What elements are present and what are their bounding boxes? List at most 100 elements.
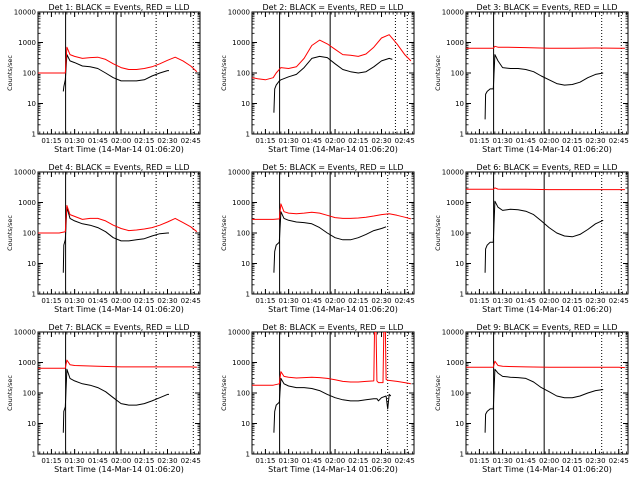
x-tick-label: 02:00: [325, 297, 345, 305]
y-tick-label: 10000: [442, 9, 464, 17]
x-axis-label: Start Time (14-Mar-14 01:06:20): [54, 145, 184, 154]
x-tick-label: 02:30: [157, 137, 177, 145]
x-tick-label: 02:00: [111, 137, 131, 145]
x-tick-label: 01:30: [493, 137, 513, 145]
y-tick-label: 10: [241, 100, 250, 108]
series-lld-line: [252, 34, 412, 81]
x-tick-label: 02:45: [395, 297, 415, 305]
panel-det-1: Det 1: BLACK = Events, RED = LLD 1 10 100 10…: [6, 3, 201, 154]
plot-frame: [465, 11, 629, 135]
y-axis-label: Counts/sec: [6, 55, 14, 91]
panel-title: Det 9: BLACK = Events, RED = LLD: [477, 323, 618, 332]
series-lld-line: [38, 359, 197, 369]
series-events-line: [484, 54, 604, 120]
y-axis-label: Counts/sec: [6, 375, 14, 411]
x-tick-label: 02:30: [371, 297, 391, 305]
y-axis-label: Counts/sec: [6, 215, 14, 251]
x-axis-label: Start Time (14-Mar-14 01:06:20): [482, 145, 612, 154]
panel-title: Det 8: BLACK = Events, RED = LLD: [263, 323, 404, 332]
panel-det-5: Det 5: BLACK = Events, RED = LLD 1 10 100 10…: [220, 163, 415, 314]
panel-det-8: Det 8: BLACK = Events, RED = LLD 1 10 100 10…: [220, 323, 415, 474]
x-tick-label: 02:00: [325, 137, 345, 145]
x-tick-label: 01:15: [255, 297, 275, 305]
series-lld-line: [466, 360, 625, 369]
x-tick-label: 01:45: [88, 297, 108, 305]
x-tick-label: 02:45: [181, 137, 201, 145]
panel-title: Det 1: BLACK = Events, RED = LLD: [49, 3, 190, 12]
x-tick-label: 02:30: [585, 297, 605, 305]
x-tick-label: 02:00: [539, 457, 559, 465]
x-tick-label: 01:15: [41, 457, 61, 465]
series-events-line: [273, 377, 392, 433]
x-tick-label: 01:45: [516, 297, 536, 305]
panel-det-2: Det 2: BLACK = Events, RED = LLD 1 10 100 10…: [220, 3, 415, 154]
x-tick-label: 01:30: [65, 137, 85, 145]
x-tick-label: 01:45: [516, 137, 536, 145]
y-tick-label: 10: [241, 260, 250, 268]
y-tick-label: 10000: [228, 9, 250, 17]
panel-title: Det 5: BLACK = Events, RED = LLD: [263, 163, 404, 172]
x-tick-label: 02:15: [134, 457, 154, 465]
y-axis-label: Counts/sec: [220, 215, 228, 251]
x-tick-label: 01:15: [255, 137, 275, 145]
series-events-line: [273, 211, 387, 273]
x-tick-label: 01:45: [302, 297, 322, 305]
panel-det-4: Det 4: BLACK = Events, RED = LLD 1 10 100 10…: [6, 163, 201, 314]
x-axis-label: Start Time (14-Mar-14 01:06:20): [268, 305, 398, 314]
y-tick-label: 100: [451, 230, 464, 238]
y-axis-label: Counts/sec: [434, 375, 442, 411]
x-tick-label: 01:45: [88, 457, 108, 465]
x-tick-label: 01:45: [302, 137, 322, 145]
y-tick-label: 1000: [232, 199, 250, 207]
y-axis-label: Counts/sec: [434, 215, 442, 251]
x-axis-label: Start Time (14-Mar-14 01:06:20): [54, 465, 184, 474]
y-tick-label: 1000: [18, 199, 36, 207]
y-tick-label: 1000: [446, 359, 464, 367]
y-tick-label: 100: [451, 390, 464, 398]
series-lld-line: [38, 46, 198, 74]
y-tick-label: 1: [246, 291, 250, 299]
x-tick-label: 02:00: [325, 457, 345, 465]
series-events-line: [484, 368, 604, 433]
x-tick-label: 01:15: [255, 457, 275, 465]
x-tick-label: 02:30: [585, 457, 605, 465]
x-tick-label: 02:45: [395, 137, 415, 145]
y-tick-label: 10000: [228, 169, 250, 177]
series-events-line: [273, 55, 393, 113]
x-tick-label: 02:15: [562, 137, 582, 145]
x-tick-label: 02:00: [539, 297, 559, 305]
x-tick-label: 02:45: [609, 297, 629, 305]
panel-title: Det 7: BLACK = Events, RED = LLD: [49, 323, 190, 332]
series-events-line: [484, 200, 604, 273]
x-tick-label: 02:00: [111, 297, 131, 305]
plot-frame: [37, 331, 201, 455]
y-tick-label: 1000: [18, 359, 36, 367]
y-axis-label: Counts/sec: [220, 55, 228, 91]
x-axis-label: Start Time (14-Mar-14 01:06:20): [482, 305, 612, 314]
y-tick-label: 1: [460, 451, 464, 459]
plot-frame: [37, 171, 201, 295]
x-tick-label: 02:45: [181, 457, 201, 465]
y-tick-label: 100: [237, 390, 250, 398]
y-tick-label: 10000: [442, 169, 464, 177]
x-axis-label: Start Time (14-Mar-14 01:06:20): [482, 465, 612, 474]
y-tick-label: 100: [23, 390, 36, 398]
panel-title: Det 6: BLACK = Events, RED = LLD: [477, 163, 618, 172]
y-tick-label: 10000: [14, 169, 36, 177]
x-tick-label: 01:15: [469, 457, 489, 465]
y-tick-label: 1: [32, 131, 36, 139]
x-tick-label: 01:15: [41, 137, 61, 145]
y-tick-label: 10000: [14, 9, 36, 17]
panel-title: Det 2: BLACK = Events, RED = LLD: [263, 3, 404, 12]
x-tick-label: 02:15: [562, 297, 582, 305]
y-tick-label: 10: [27, 420, 36, 428]
panel-det-6: Det 6: BLACK = Events, RED = LLD 1 10 100 10…: [434, 163, 629, 314]
y-tick-label: 10000: [442, 329, 464, 337]
x-tick-label: 01:30: [65, 297, 85, 305]
y-tick-label: 10: [241, 420, 250, 428]
x-tick-label: 02:15: [134, 297, 154, 305]
x-tick-label: 02:15: [348, 457, 368, 465]
x-tick-label: 01:30: [279, 137, 299, 145]
y-tick-label: 1: [246, 131, 250, 139]
